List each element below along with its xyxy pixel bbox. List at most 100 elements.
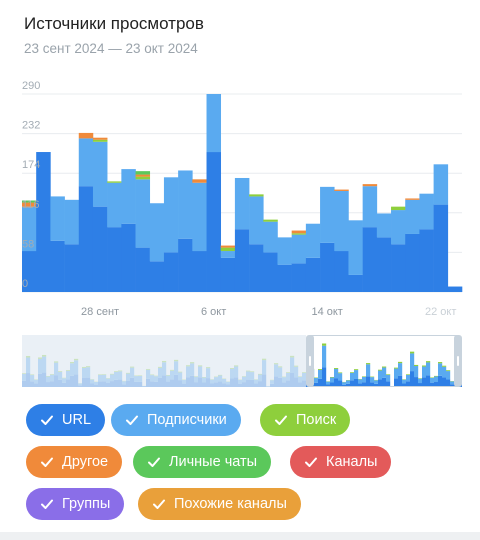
bar-segment[interactable]	[92, 141, 108, 207]
navigator-bar	[378, 370, 383, 380]
bar-segment[interactable]	[206, 152, 222, 292]
navigator-bar	[406, 374, 411, 382]
bar-segment[interactable]	[107, 181, 122, 183]
bar-segment[interactable]	[135, 247, 151, 292]
bar-segment[interactable]	[263, 221, 278, 253]
bar-segment[interactable]	[348, 220, 363, 275]
legend-chip[interactable]: Личные чаты	[133, 446, 272, 478]
bar-segment[interactable]	[178, 238, 193, 292]
bar-segment[interactable]	[376, 237, 392, 292]
bar-segment[interactable]	[362, 186, 378, 228]
navigator-bar	[426, 362, 431, 376]
bar-segment[interactable]	[391, 206, 406, 211]
bar-segment[interactable]	[305, 257, 321, 292]
bar-segment[interactable]	[220, 257, 236, 292]
bar-segment[interactable]	[433, 204, 449, 292]
range-navigator[interactable]	[22, 335, 462, 387]
bar-segment[interactable]	[263, 252, 278, 292]
bar-segment[interactable]	[107, 182, 122, 228]
bar-segment[interactable]	[320, 186, 335, 243]
bar-segment[interactable]	[362, 227, 378, 292]
bar-segment[interactable]	[163, 177, 179, 253]
bar-segment[interactable]	[135, 171, 151, 175]
bar-segment[interactable]	[78, 186, 94, 292]
bar-segment[interactable]	[405, 199, 420, 234]
bar-segment[interactable]	[64, 244, 80, 292]
bar-segment[interactable]	[149, 261, 165, 292]
bar-segment[interactable]	[334, 189, 349, 191]
bar-segment[interactable]	[78, 138, 94, 187]
bar-segment[interactable]	[192, 251, 207, 292]
bar-segment[interactable]	[249, 194, 264, 197]
bar-segment[interactable]	[249, 244, 264, 292]
bar-segment[interactable]	[419, 229, 434, 292]
bar-segment[interactable]	[135, 174, 151, 177]
bar-segment[interactable]	[405, 233, 420, 292]
bar-segment[interactable]	[50, 240, 65, 292]
bar-segment[interactable]	[334, 251, 349, 292]
bar-segment[interactable]	[334, 190, 349, 252]
bar-segment[interactable]	[291, 263, 307, 292]
bar-segment[interactable]	[220, 245, 236, 248]
bar-segment[interactable]	[263, 219, 278, 222]
bar-segment[interactable]	[206, 94, 222, 153]
navigator-bar	[430, 382, 435, 387]
bar-segment[interactable]	[277, 237, 292, 265]
bar-segment[interactable]	[121, 223, 136, 292]
bar-segment[interactable]	[249, 196, 264, 245]
bar-segment[interactable]	[419, 193, 434, 230]
bar-segment[interactable]	[92, 139, 108, 142]
legend-chip[interactable]: Другое	[26, 446, 123, 478]
bar-segment[interactable]	[121, 169, 136, 224]
bar-segment[interactable]	[291, 234, 307, 264]
stacked-bar-chart[interactable]: 0 58 116 174 232 290 28 сент 6 окт 14 окт 22 окт	[0, 74, 480, 324]
bar-segment[interactable]	[291, 230, 307, 234]
bar-segment[interactable]	[78, 132, 94, 139]
legend-chip[interactable]: Каналы	[290, 446, 392, 478]
bar-segment[interactable]	[178, 170, 193, 239]
legend-chip[interactable]: Похожие каналы	[138, 488, 301, 520]
navigator-bar	[382, 367, 387, 378]
bar-segment[interactable]	[22, 202, 37, 207]
legend-chip[interactable]: Подписчики	[111, 404, 241, 436]
bar-segment[interactable]	[447, 286, 463, 292]
bar-segment[interactable]	[149, 203, 165, 262]
bar-segment[interactable]	[22, 251, 37, 292]
bar-segment[interactable]	[107, 227, 122, 292]
bar-segment[interactable]	[220, 251, 236, 258]
bar-segment[interactable]	[192, 182, 207, 252]
bar-segment[interactable]	[391, 210, 406, 245]
bar-segment[interactable]	[433, 164, 449, 205]
bar-segment[interactable]	[22, 200, 37, 203]
bar-segment[interactable]	[320, 242, 335, 292]
bar-segment[interactable]	[362, 184, 378, 187]
bar-segment[interactable]	[92, 137, 108, 140]
navigator-bar	[350, 372, 355, 381]
bar-segment[interactable]	[64, 199, 80, 245]
legend-chip[interactable]: Поиск	[260, 404, 351, 436]
bar-segment[interactable]	[376, 213, 392, 238]
bar-segment[interactable]	[405, 198, 420, 200]
bar-segment[interactable]	[291, 233, 307, 235]
bar-segment[interactable]	[234, 177, 250, 230]
bar-segment[interactable]	[305, 223, 321, 258]
bar-segment[interactable]	[135, 176, 151, 180]
bar-segment[interactable]	[234, 229, 250, 292]
navigator-bar	[322, 367, 327, 387]
bar-segment[interactable]	[36, 152, 51, 292]
navigator-bar	[338, 372, 343, 374]
bar-segment[interactable]	[192, 179, 207, 183]
bar-segment[interactable]	[220, 247, 236, 252]
bar-segment[interactable]	[391, 244, 406, 292]
bar-segment[interactable]	[50, 196, 65, 241]
legend-chip[interactable]: URL	[26, 404, 106, 436]
check-icon	[41, 457, 53, 467]
legend-chip[interactable]: Группы	[26, 488, 125, 520]
bar-segment[interactable]	[277, 264, 292, 292]
legend-chip-label: Другое	[62, 454, 109, 470]
bar-segment[interactable]	[92, 206, 108, 292]
bar-segment[interactable]	[348, 274, 363, 292]
bar-segment[interactable]	[163, 252, 179, 292]
bar-segment[interactable]	[22, 206, 37, 252]
bar-segment[interactable]	[135, 179, 151, 248]
